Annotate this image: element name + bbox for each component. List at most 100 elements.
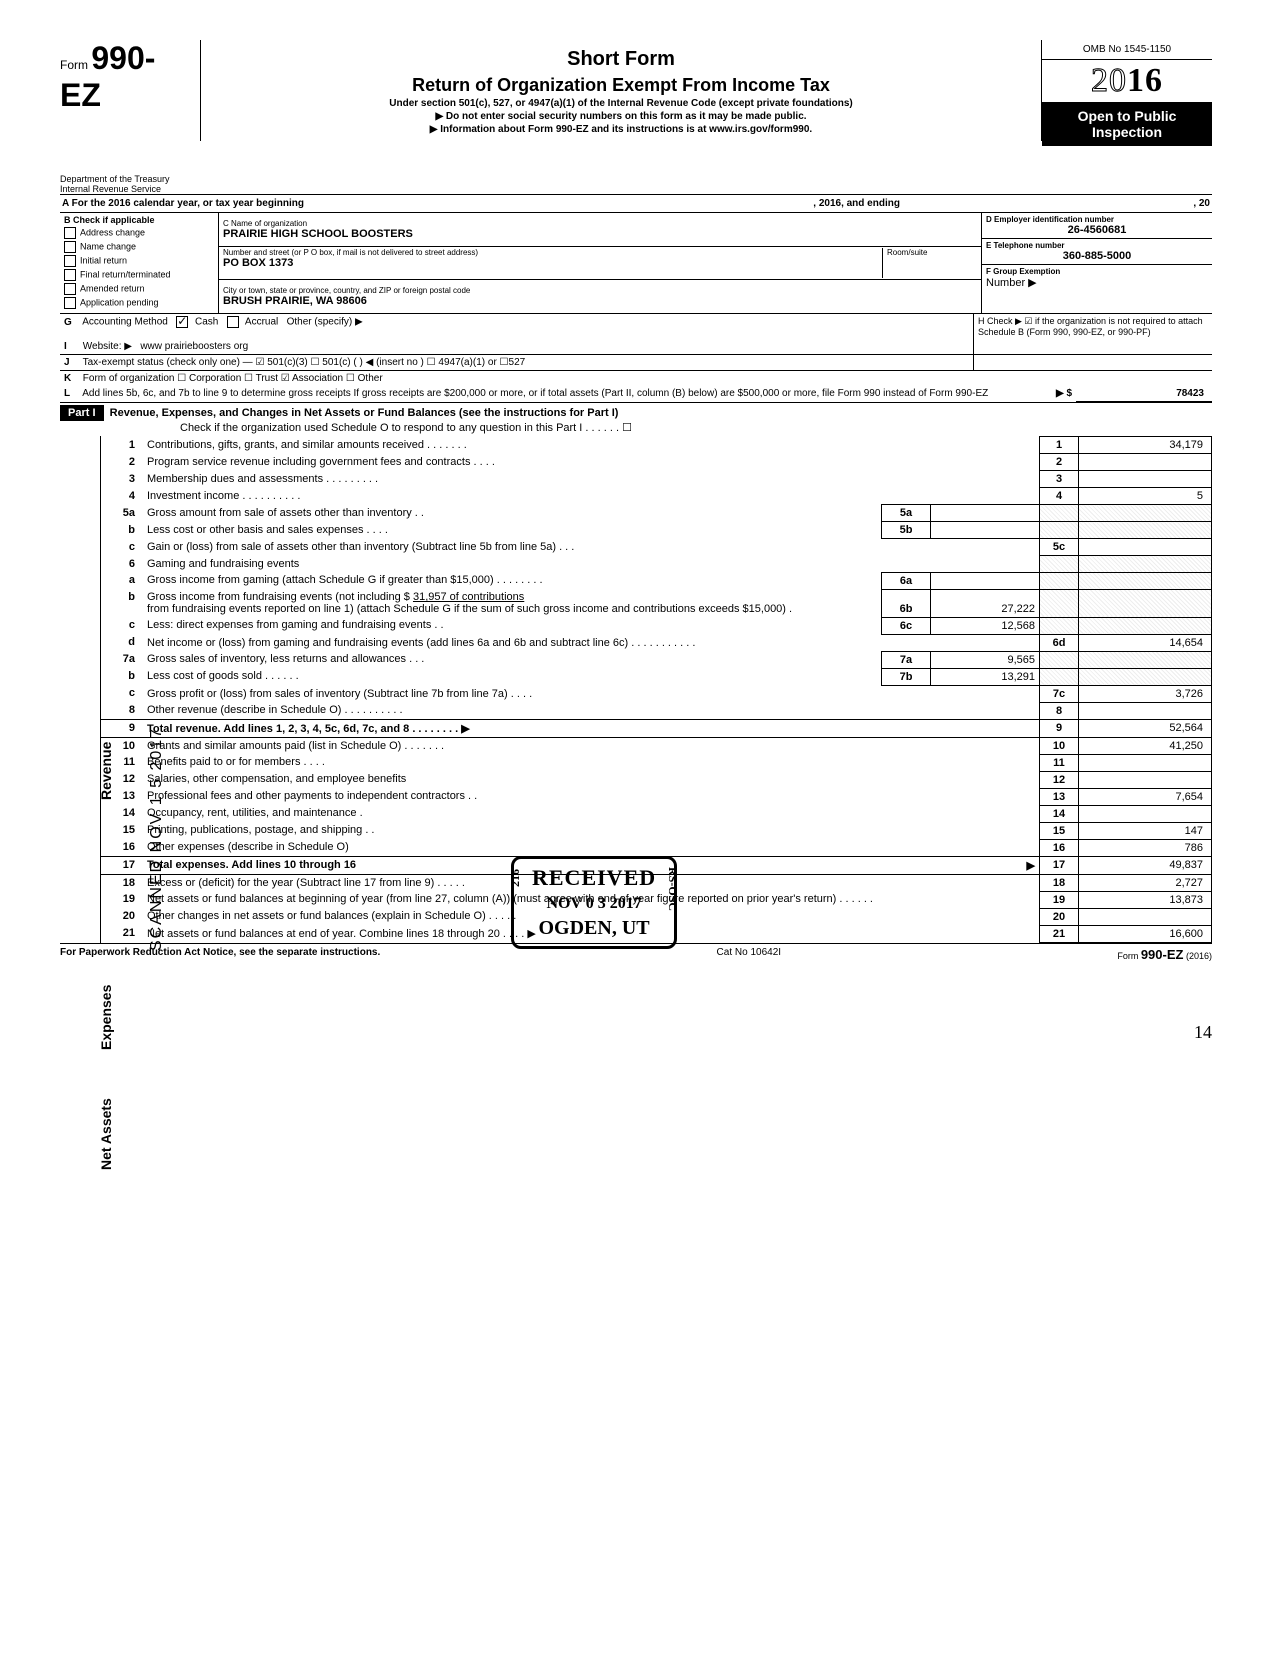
col-c: C Name of organization PRAIRIE HIGH SCHO…	[219, 213, 981, 313]
line-num: b	[101, 589, 143, 617]
street-val: PO BOX 1373	[223, 257, 882, 269]
line-desc: Other expenses (describe in Schedule O)	[143, 839, 1040, 856]
checkbox-accrual-icon[interactable]	[227, 316, 239, 328]
line-num: 19	[101, 891, 143, 908]
checkbox-icon[interactable]	[64, 255, 76, 267]
line-desc: Other revenue (describe in Schedule O) .…	[143, 702, 1040, 719]
line-val: 13,873	[1079, 891, 1212, 908]
line-val	[1079, 471, 1212, 488]
line-val: 5	[1079, 488, 1212, 505]
line-val: 786	[1079, 839, 1212, 856]
chk-label: Address change	[80, 227, 145, 237]
stamp-right: RS-OSC	[665, 867, 680, 911]
line-val: 49,837	[1079, 856, 1212, 874]
line-num: 20	[101, 908, 143, 925]
note2: ▶ Information about Form 990-EZ and its …	[211, 124, 1031, 135]
line-desc: Less: direct expenses from gaming and fu…	[143, 617, 882, 634]
line-val: 52,564	[1079, 719, 1212, 737]
form-number: Form 990-EZ	[60, 40, 190, 114]
k-text: Form of organization ☐ Corporation ☐ Tru…	[83, 373, 383, 384]
line-rnum: 9	[1040, 719, 1079, 737]
line-rnum: 16	[1040, 839, 1079, 856]
line-desc: Gross income from gaming (attach Schedul…	[143, 572, 882, 589]
line-midbox: 5a	[882, 505, 931, 522]
line-desc: Gross sales of inventory, less returns a…	[143, 651, 882, 668]
dept: Department of the Treasury Internal Reve…	[60, 174, 190, 194]
line-desc: Gross income from fundraising events (no…	[143, 589, 882, 617]
col-d: D Employer identification number 26-4560…	[981, 213, 1212, 313]
line-num: 5a	[101, 505, 143, 522]
line-midbox: 6a	[882, 572, 931, 589]
line-num: 8	[101, 702, 143, 719]
shade	[1079, 617, 1212, 634]
line-val	[1079, 454, 1212, 471]
shade	[1079, 651, 1212, 668]
shade	[1040, 505, 1079, 522]
page-number: 14	[60, 1022, 1212, 1043]
chk-label: Initial return	[80, 255, 127, 265]
long-title: Return of Organization Exempt From Incom…	[211, 75, 1031, 96]
row-i: I Website: ▶ www prairieboosters org	[60, 339, 1212, 354]
line-num: 2	[101, 454, 143, 471]
name-caption: C Name of organization	[223, 219, 977, 228]
checkbox-cash-icon[interactable]	[176, 316, 188, 328]
line-num: a	[101, 572, 143, 589]
line-midval: 13,291	[931, 668, 1040, 685]
line-num: 1	[101, 437, 143, 454]
ein-caption: D Employer identification number	[986, 215, 1208, 224]
line-rnum: 4	[1040, 488, 1079, 505]
dept-line1: Department of the Treasury	[60, 174, 190, 184]
line-val: 7,654	[1079, 788, 1212, 805]
line-num: d	[101, 634, 143, 651]
shade	[1079, 589, 1212, 617]
line-val: 41,250	[1079, 737, 1212, 754]
line-num: c	[101, 539, 143, 556]
checkbox-icon[interactable]	[64, 269, 76, 281]
line-rnum: 11	[1040, 754, 1079, 771]
received-stamp: 216 RECEIVED NOV 0 3 2017 OGDEN, UT RS-O…	[511, 856, 677, 949]
part1-label: Part I	[60, 405, 104, 421]
checkbox-icon[interactable]	[64, 241, 76, 253]
shade	[1079, 572, 1212, 589]
line-desc: Less cost or other basis and sales expen…	[143, 522, 882, 539]
line-midbox: 6c	[882, 617, 931, 634]
lbl-k: K	[64, 373, 80, 384]
line-desc: Grants and similar amounts paid (list in…	[143, 737, 1040, 754]
header: Form 990-EZ Department of the Treasury I…	[60, 40, 1212, 194]
line-num: 15	[101, 822, 143, 839]
checkbox-icon[interactable]	[64, 297, 76, 309]
shade	[1040, 556, 1079, 573]
line-midval	[931, 505, 1040, 522]
g-other: Other (specify) ▶	[287, 317, 363, 328]
line-num: 14	[101, 805, 143, 822]
stamp-received: RECEIVED	[532, 865, 656, 891]
i-val: www prairieboosters org	[140, 341, 248, 352]
year-outline: 20	[1091, 62, 1127, 99]
open-line1: Open to Public	[1044, 108, 1210, 124]
f-caption: F Group Exemption	[986, 267, 1208, 276]
line-midval: 12,568	[931, 617, 1040, 634]
line-num: 7a	[101, 651, 143, 668]
checkbox-icon[interactable]	[64, 227, 76, 239]
form-prefix: Form	[60, 58, 88, 72]
line-num: 9	[101, 719, 143, 737]
tax-year: 2016	[1042, 60, 1212, 102]
checkbox-icon[interactable]	[64, 283, 76, 295]
row-a: A For the 2016 calendar year, or tax yea…	[60, 194, 1212, 212]
line-num: 6	[101, 556, 143, 573]
l-val: 78423	[1076, 386, 1212, 402]
g-cash: Cash	[195, 317, 218, 328]
line-rnum: 21	[1040, 925, 1079, 942]
line-rnum: 2	[1040, 454, 1079, 471]
line-desc: Program service revenue including govern…	[143, 454, 1040, 471]
lbl-j: J	[64, 357, 80, 368]
line-rnum: 14	[1040, 805, 1079, 822]
form-page: Form 990-EZ Department of the Treasury I…	[60, 40, 1212, 1043]
line-rnum: 12	[1040, 771, 1079, 788]
tel-val: 360-885-5000	[986, 250, 1208, 262]
shade	[1040, 522, 1079, 539]
line-val: 3,726	[1079, 685, 1212, 702]
lbl-i: I	[64, 341, 80, 352]
shade	[1040, 617, 1079, 634]
chk-label: Application pending	[80, 297, 159, 307]
